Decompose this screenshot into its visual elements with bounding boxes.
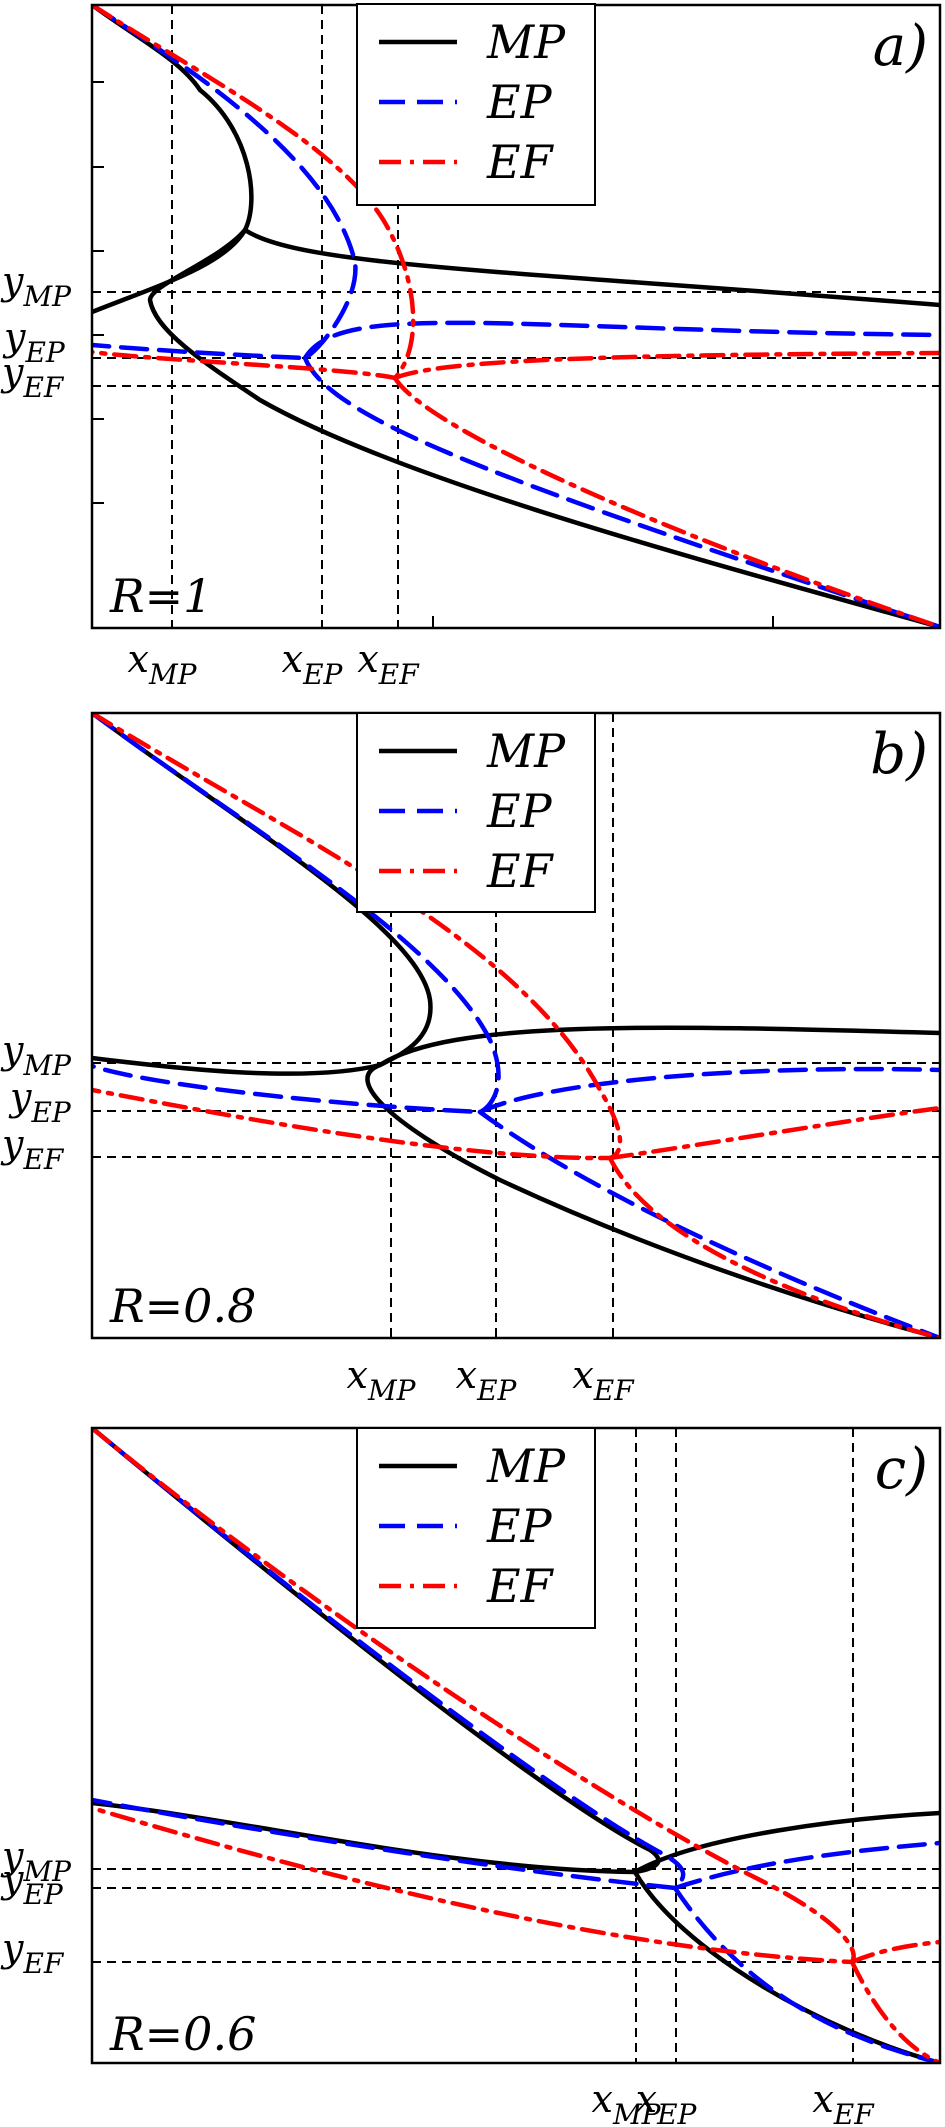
curve-ef-branch-1: [92, 713, 623, 1161]
y-marker-label-mp: yMP: [0, 1834, 72, 1888]
annotation-r: R=0.6: [109, 2007, 256, 2061]
x-marker-label-ef: xEF: [572, 1353, 635, 1407]
curve-mp-branch-2: [147, 227, 940, 628]
y-marker-label-ep: yEP: [0, 1857, 64, 1911]
legend-label-ef: EF: [486, 844, 555, 898]
legend-label-ep: EP: [486, 75, 553, 129]
curve-mp-branch-2: [632, 1869, 940, 2063]
curve-ef-branch-2: [849, 1939, 940, 1965]
y-marker-label-ef: yEF: [0, 1122, 65, 1176]
curve-ef-branch-2: [392, 350, 940, 381]
curve-mp-branch-1: [92, 713, 433, 1076]
legend: MP EP EF: [356, 1427, 596, 1629]
curve-ef-branch-3: [849, 1959, 940, 2063]
legend-label-ef: EF: [486, 1559, 555, 1613]
y-marker-label-mp: yMP: [0, 259, 72, 313]
plot-area: [92, 5, 940, 628]
x-marker-label-ep: xEP: [636, 2077, 698, 2127]
legend-label-ep: EP: [486, 1499, 553, 1553]
y-marker-label-ep: yEP: [2, 315, 66, 369]
legend-label-mp: MP: [486, 1439, 566, 1493]
panel-label: b): [870, 722, 928, 787]
curve-ep-branch-3: [477, 1109, 940, 1338]
curve-ep-branch-1: [92, 713, 501, 1115]
curve-ep-branch-1: [92, 5, 358, 361]
x-marker-label-mp: xMP: [347, 1353, 417, 1407]
annotation-r: R=0.8: [109, 1279, 256, 1333]
x-marker-label-ep: xEP: [456, 1353, 518, 1407]
panel-label: c): [875, 1437, 928, 1502]
x-marker-label-mp: xMP: [128, 637, 198, 691]
x-marker-label-ep: xEP: [282, 637, 344, 691]
legend-label-ep: EP: [486, 784, 553, 838]
y-marker-label-ef: yEF: [0, 1926, 65, 1980]
plot-area: [92, 713, 940, 1338]
legend: MP EP EF: [356, 712, 596, 913]
curve-ef-branch-1: [92, 1428, 856, 1965]
plot-area: [92, 1428, 940, 2063]
x-marker-label-mp: xMP: [592, 2077, 662, 2127]
legend-label-ef: EF: [486, 135, 555, 189]
curve-ep-branch-3: [672, 1885, 940, 2063]
legend: MP EP EF: [356, 3, 596, 206]
curve-ef-branch-3: [392, 375, 940, 628]
legend-box: [356, 3, 596, 206]
curve-ep-branch-2: [477, 1066, 940, 1115]
annotation-r: R=1: [109, 569, 212, 623]
curve-mp-branch-2: [365, 1062, 940, 1338]
curve-ef-branch-1: [92, 5, 416, 381]
curve-ef-branch-3: [607, 1155, 940, 1338]
curve-mp-branch-3: [377, 1025, 940, 1068]
curve-mp-branch-3: [632, 1810, 940, 1875]
curve-ep-branch-2: [302, 320, 940, 361]
y-marker-label-ef: yEF: [0, 350, 65, 404]
curve-ef-branch-2: [607, 1105, 940, 1161]
curve-mp-branch-3: [242, 227, 940, 308]
legend-label-mp: MP: [486, 15, 566, 69]
x-marker-label-ef: xEF: [812, 2077, 875, 2127]
y-marker-label-mp: yMP: [0, 1028, 72, 1082]
curve-ep-branch-1: [92, 1428, 686, 1891]
curve-ep-branch-3: [302, 355, 940, 628]
legend-label-mp: MP: [486, 724, 566, 778]
y-marker-label-ep: yEP: [8, 1075, 72, 1129]
panel-label: a): [873, 14, 928, 79]
curve-ep-branch-2: [672, 1840, 940, 1891]
x-marker-label-ef: xEF: [357, 637, 420, 691]
